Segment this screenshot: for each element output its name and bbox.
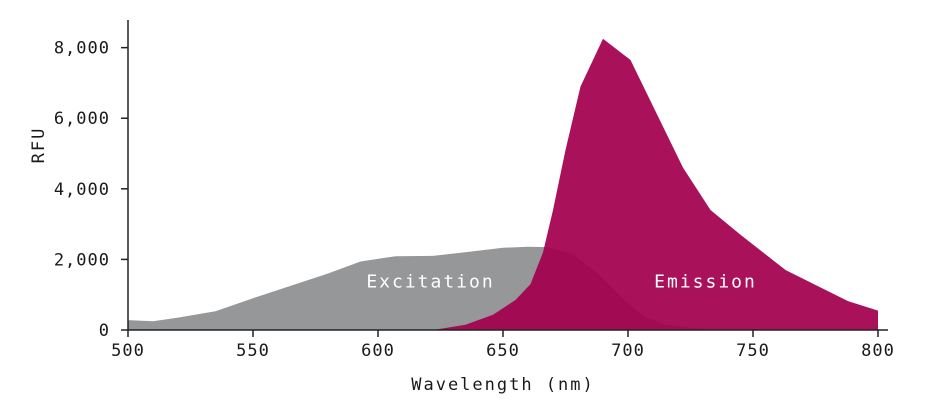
excitation-label: Excitation [366, 272, 494, 293]
x-tick-label: 700 [611, 341, 645, 361]
x-tick-label: 550 [236, 341, 270, 361]
series-labels-layer: Excitation Emission [366, 272, 757, 293]
areas-layer [128, 38, 878, 331]
x-tick-label: 600 [361, 341, 395, 361]
emission-label: Emission [654, 272, 757, 293]
x-axis-title: Wavelength (nm) [411, 375, 595, 395]
axes-layer: 500 550 600 650 700 750 800 0 2,000 4,000 6,000 8,0… [54, 20, 895, 361]
y-tick-label: 4,000 [54, 180, 110, 200]
y-tick-label: 8,000 [54, 39, 110, 59]
y-axis-title: RFU [29, 127, 49, 164]
y-tick-label: 6,000 [54, 109, 110, 129]
x-tick-label: 750 [736, 341, 770, 361]
y-tick-label: 0 [99, 321, 110, 341]
y-tick-label: 2,000 [54, 250, 110, 270]
x-tick-label: 650 [486, 341, 520, 361]
x-tick-label: 800 [861, 341, 895, 361]
emission-area [433, 38, 878, 331]
x-tick-label: 500 [111, 341, 145, 361]
